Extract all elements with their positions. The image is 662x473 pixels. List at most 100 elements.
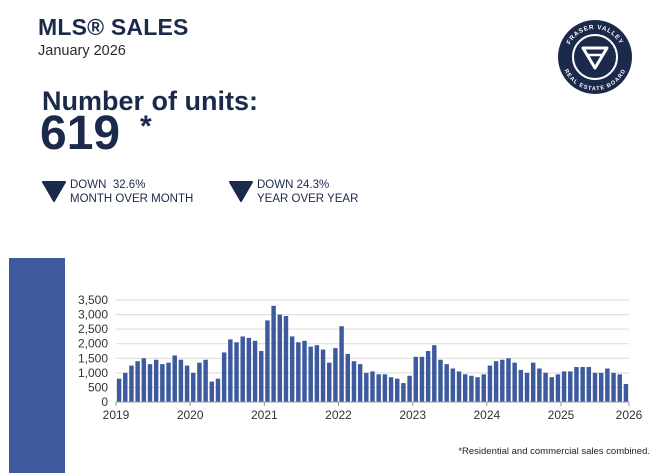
bar: [450, 368, 456, 402]
bar: [191, 372, 196, 402]
bar: [401, 383, 406, 402]
bar: [116, 378, 122, 402]
mom-change: DOWN 32.6%: [70, 179, 145, 191]
bar: [388, 377, 394, 402]
bar: [432, 345, 437, 402]
bar: [506, 358, 511, 402]
bar: [475, 377, 480, 402]
bar: [221, 352, 227, 402]
bar: [228, 339, 233, 402]
bar: [605, 368, 610, 402]
bar: [357, 364, 363, 402]
y-tick-label: 1,500: [78, 351, 108, 365]
yoy-direction: DOWN: [257, 179, 294, 191]
y-tick-label: 3,500: [78, 293, 108, 307]
units-asterisk: *: [140, 110, 152, 143]
bar: [543, 372, 548, 402]
bar: [129, 365, 134, 402]
x-tick-label: 2025: [548, 408, 575, 422]
x-tick-label: 2026: [616, 408, 642, 422]
yoy-percent: 24.3%: [296, 179, 330, 191]
bar: [289, 336, 295, 402]
x-tick-label: 2023: [399, 408, 426, 422]
y-tick-label: 2,500: [78, 322, 108, 336]
mom-direction: DOWN: [70, 179, 107, 191]
bar: [153, 359, 159, 402]
down-arrow-icon: [229, 181, 253, 202]
bar: [333, 348, 338, 402]
page-title: MLS® SALES: [38, 14, 189, 40]
bar: [308, 346, 313, 402]
bar: [376, 374, 381, 402]
bar: [493, 361, 499, 402]
bar: [438, 359, 443, 402]
bar: [524, 372, 530, 402]
bar: [568, 371, 573, 402]
bar: [259, 351, 264, 402]
bar: [203, 359, 208, 402]
bar: [555, 374, 561, 402]
bar: [580, 367, 585, 402]
bar: [512, 362, 517, 402]
y-tick-label: 3,000: [78, 308, 108, 322]
bar: [296, 342, 301, 402]
bar: [462, 374, 468, 402]
bar: [456, 371, 462, 402]
y-tick-label: 1,000: [78, 366, 108, 380]
bar: [561, 371, 567, 402]
bar: [123, 372, 128, 402]
footnote: *Residential and commercial sales combin…: [458, 446, 650, 457]
bar: [327, 362, 332, 402]
bar: [444, 364, 449, 402]
mom-period: MONTH OVER MONTH: [70, 193, 194, 205]
decorative-panel: [9, 258, 65, 473]
bar: [469, 375, 474, 402]
x-tick-label: 2024: [473, 408, 500, 422]
bar: [500, 359, 505, 402]
board-logo: FRASER VALLEY REAL ESTATE BOARD: [558, 20, 632, 94]
bar: [623, 383, 629, 402]
bar: [419, 356, 425, 402]
bar: [413, 356, 418, 402]
bar: [339, 326, 344, 402]
bar: [178, 359, 184, 402]
bar: [135, 361, 140, 402]
bar: [530, 362, 536, 402]
bar: [611, 372, 616, 402]
bar: [574, 367, 579, 402]
yoy-period: YEAR OVER YEAR: [257, 193, 359, 205]
units-label: Number of units:: [42, 86, 258, 116]
bar: [518, 369, 524, 402]
y-tick-label: 2,000: [78, 337, 108, 351]
bar: [598, 372, 604, 402]
mom-percent: 32.6%: [112, 179, 146, 191]
bar: [537, 368, 542, 402]
bar: [265, 320, 270, 402]
bar: [197, 362, 202, 402]
bar: [364, 372, 369, 402]
y-tick-label: 0: [101, 395, 108, 409]
y-tick-label: 500: [88, 380, 108, 394]
bar: [252, 340, 258, 402]
x-tick-label: 2019: [103, 408, 130, 422]
bar: [586, 367, 592, 402]
bar: [487, 365, 493, 402]
bar: [141, 358, 147, 402]
x-tick-label: 2020: [177, 408, 204, 422]
bar: [302, 340, 307, 402]
bar: [172, 355, 177, 402]
bar: [382, 374, 388, 402]
bar: [314, 345, 320, 402]
bar: [184, 365, 190, 402]
bar: [209, 381, 215, 402]
bar: [166, 362, 171, 402]
bar: [481, 374, 486, 402]
bar: [345, 353, 351, 402]
bar: [160, 364, 165, 402]
x-tick-label: 2021: [251, 408, 278, 422]
bar: [283, 316, 289, 402]
bar: [351, 361, 357, 402]
bar: [549, 377, 554, 402]
page-subtitle: January 2026: [38, 43, 126, 59]
